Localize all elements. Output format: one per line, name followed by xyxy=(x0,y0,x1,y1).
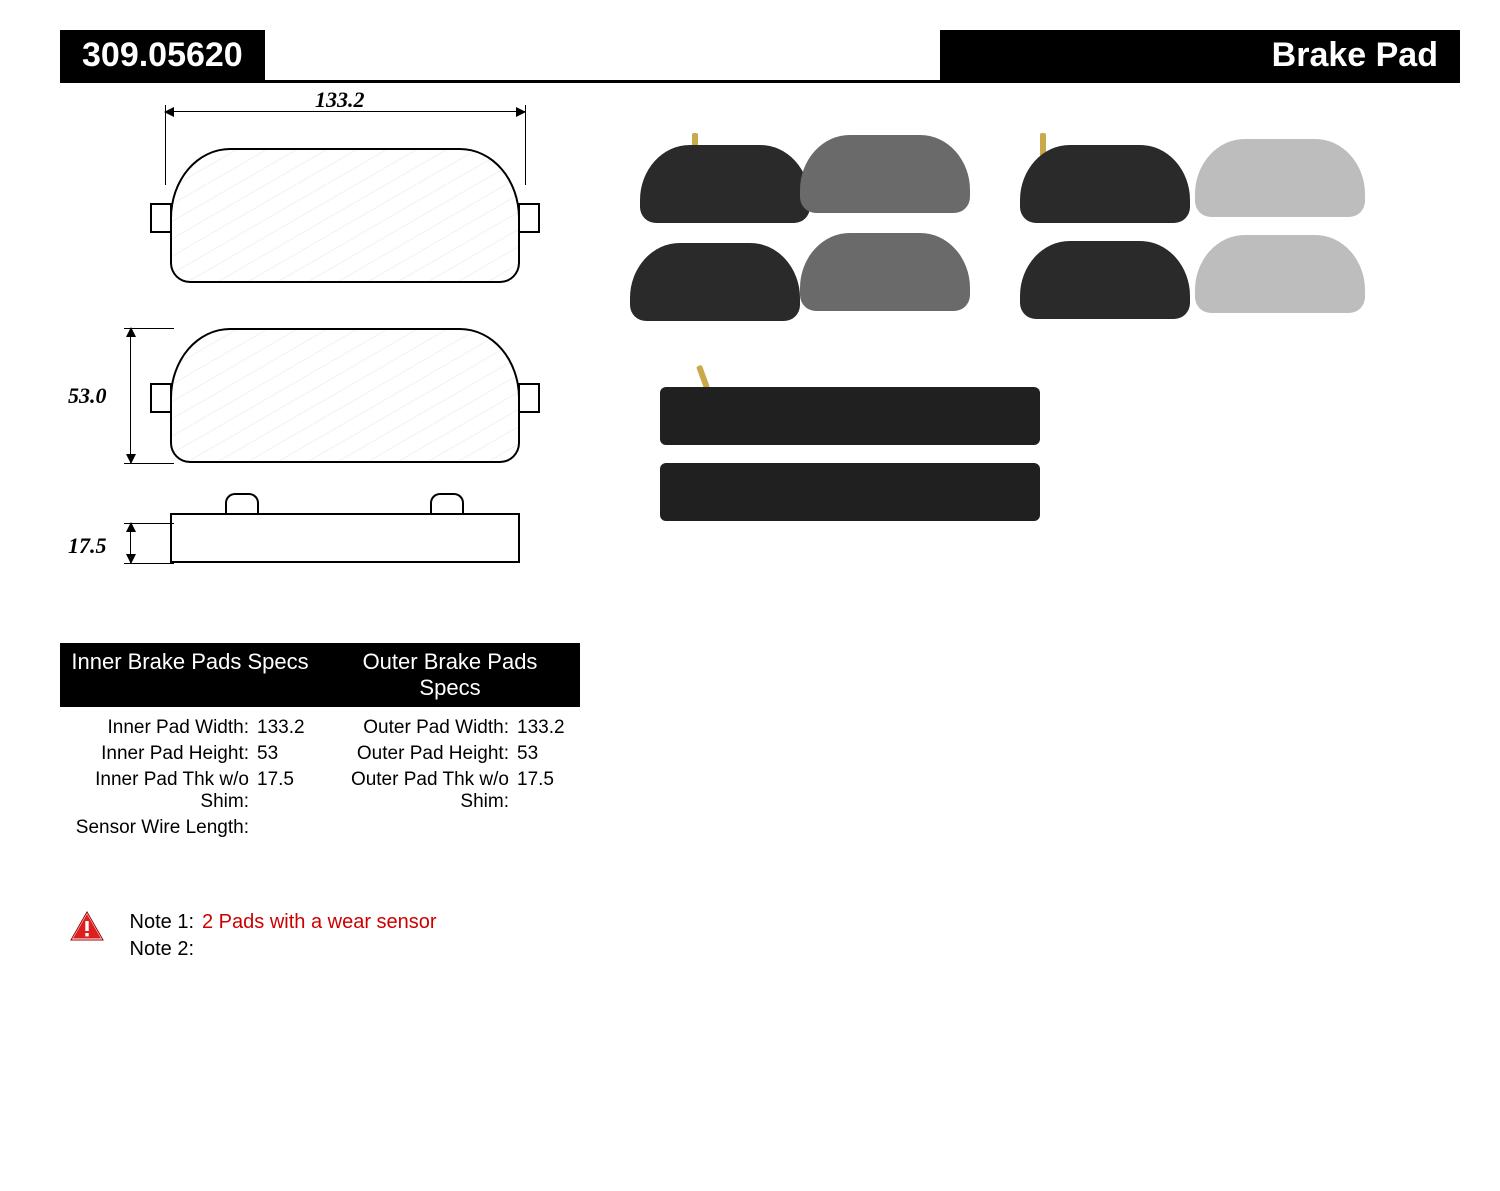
note-label: Note 1: xyxy=(122,911,194,934)
spec-row: Outer Pad Thk w/o Shim: 17.5 xyxy=(320,767,580,815)
pad-bottom-outline xyxy=(170,328,520,463)
spec-row: Inner Pad Width: 133.2 xyxy=(60,715,320,741)
note-row: Note 2: xyxy=(122,938,437,961)
dim-tick xyxy=(124,328,174,329)
warning-icon xyxy=(70,911,104,941)
note-text: 2 Pads with a wear sensor xyxy=(202,911,437,934)
brake-pad-shape xyxy=(1195,235,1365,313)
specs-outer-header: Outer Brake Pads Specs xyxy=(320,643,580,707)
photo-row-bottom xyxy=(620,363,1460,543)
notes-section: Note 1: 2 Pads with a wear sensor Note 2… xyxy=(70,911,1500,961)
brake-pad-shape xyxy=(640,145,810,223)
pad-tab xyxy=(518,383,540,413)
pad-tab xyxy=(518,203,540,233)
spec-label: Inner Pad Width: xyxy=(60,717,255,739)
spec-row: Inner Pad Thk w/o Shim: 17.5 xyxy=(60,767,320,815)
technical-diagram: 133.2 53.0 17.5 xyxy=(60,93,580,633)
dim-width-label: 133.2 xyxy=(315,87,365,113)
brake-pad-shape xyxy=(800,233,970,311)
spec-label: Outer Pad Thk w/o Shim: xyxy=(320,769,515,813)
dim-tick xyxy=(124,523,174,524)
spec-value xyxy=(255,817,257,839)
spec-label: Outer Pad Height: xyxy=(320,743,515,765)
dim-tick xyxy=(525,105,526,185)
spec-row: Sensor Wire Length: xyxy=(60,815,320,841)
brake-pad-shape xyxy=(800,135,970,213)
header-bar: 309.05620 Brake Pad xyxy=(60,30,1460,80)
spec-label: Outer Pad Width: xyxy=(320,717,515,739)
dim-line-thk xyxy=(130,523,131,563)
dim-tick xyxy=(124,463,174,464)
note-label: Note 2: xyxy=(122,938,194,961)
dim-thk-label: 17.5 xyxy=(68,533,107,559)
pad-clip xyxy=(430,493,464,515)
spec-value: 17.5 xyxy=(255,769,294,813)
specs-inner-header: Inner Brake Pads Specs xyxy=(60,643,320,707)
pad-tab xyxy=(150,383,172,413)
pad-side-plate xyxy=(170,513,520,525)
page-title: Brake Pad xyxy=(940,30,1460,80)
brake-pad-side xyxy=(660,387,1040,445)
right-column xyxy=(620,93,1460,841)
specs-header: Inner Brake Pads Specs Outer Brake Pads … xyxy=(60,643,580,707)
spec-row: Outer Pad Height: 53 xyxy=(320,741,580,767)
brake-pad-side xyxy=(660,463,1040,521)
left-column: 133.2 53.0 17.5 xyxy=(60,93,580,841)
spec-row: Inner Pad Height: 53 xyxy=(60,741,320,767)
spec-value: 133.2 xyxy=(515,717,565,739)
photo-row-top xyxy=(620,133,1460,343)
product-photo xyxy=(640,363,1060,543)
spec-label: Sensor Wire Length: xyxy=(60,817,255,839)
product-photo xyxy=(620,133,980,343)
note-row: Note 1: 2 Pads with a wear sensor xyxy=(122,911,437,934)
specs-inner-col: Inner Pad Width: 133.2 Inner Pad Height:… xyxy=(60,715,320,841)
spec-value: 17.5 xyxy=(515,769,554,813)
specs-body: Inner Pad Width: 133.2 Inner Pad Height:… xyxy=(60,707,580,841)
pad-top-outline xyxy=(170,148,520,283)
product-photo xyxy=(1010,133,1370,343)
brake-pad-shape xyxy=(1195,139,1365,217)
brake-pad-shape xyxy=(1020,241,1190,319)
spec-value: 133.2 xyxy=(255,717,305,739)
note-lines: Note 1: 2 Pads with a wear sensor Note 2… xyxy=(122,911,437,961)
specs-outer-col: Outer Pad Width: 133.2 Outer Pad Height:… xyxy=(320,715,580,841)
dim-line-height xyxy=(130,328,131,463)
dim-height-label: 53.0 xyxy=(68,383,107,409)
content: 133.2 53.0 17.5 xyxy=(0,83,1500,841)
spec-label: Inner Pad Height: xyxy=(60,743,255,765)
dim-tick xyxy=(124,563,174,564)
pad-clip xyxy=(225,493,259,515)
brake-pad-shape xyxy=(1020,145,1190,223)
spec-label: Inner Pad Thk w/o Shim: xyxy=(60,769,255,813)
spec-value: 53 xyxy=(255,743,278,765)
pad-side-outline xyxy=(170,523,520,563)
pad-tab xyxy=(150,203,172,233)
wear-clip-icon xyxy=(696,365,710,390)
dim-tick xyxy=(165,105,166,185)
brake-pad-shape xyxy=(630,243,800,321)
spec-value: 53 xyxy=(515,743,538,765)
part-number: 309.05620 xyxy=(60,30,265,80)
spec-row: Outer Pad Width: 133.2 xyxy=(320,715,580,741)
